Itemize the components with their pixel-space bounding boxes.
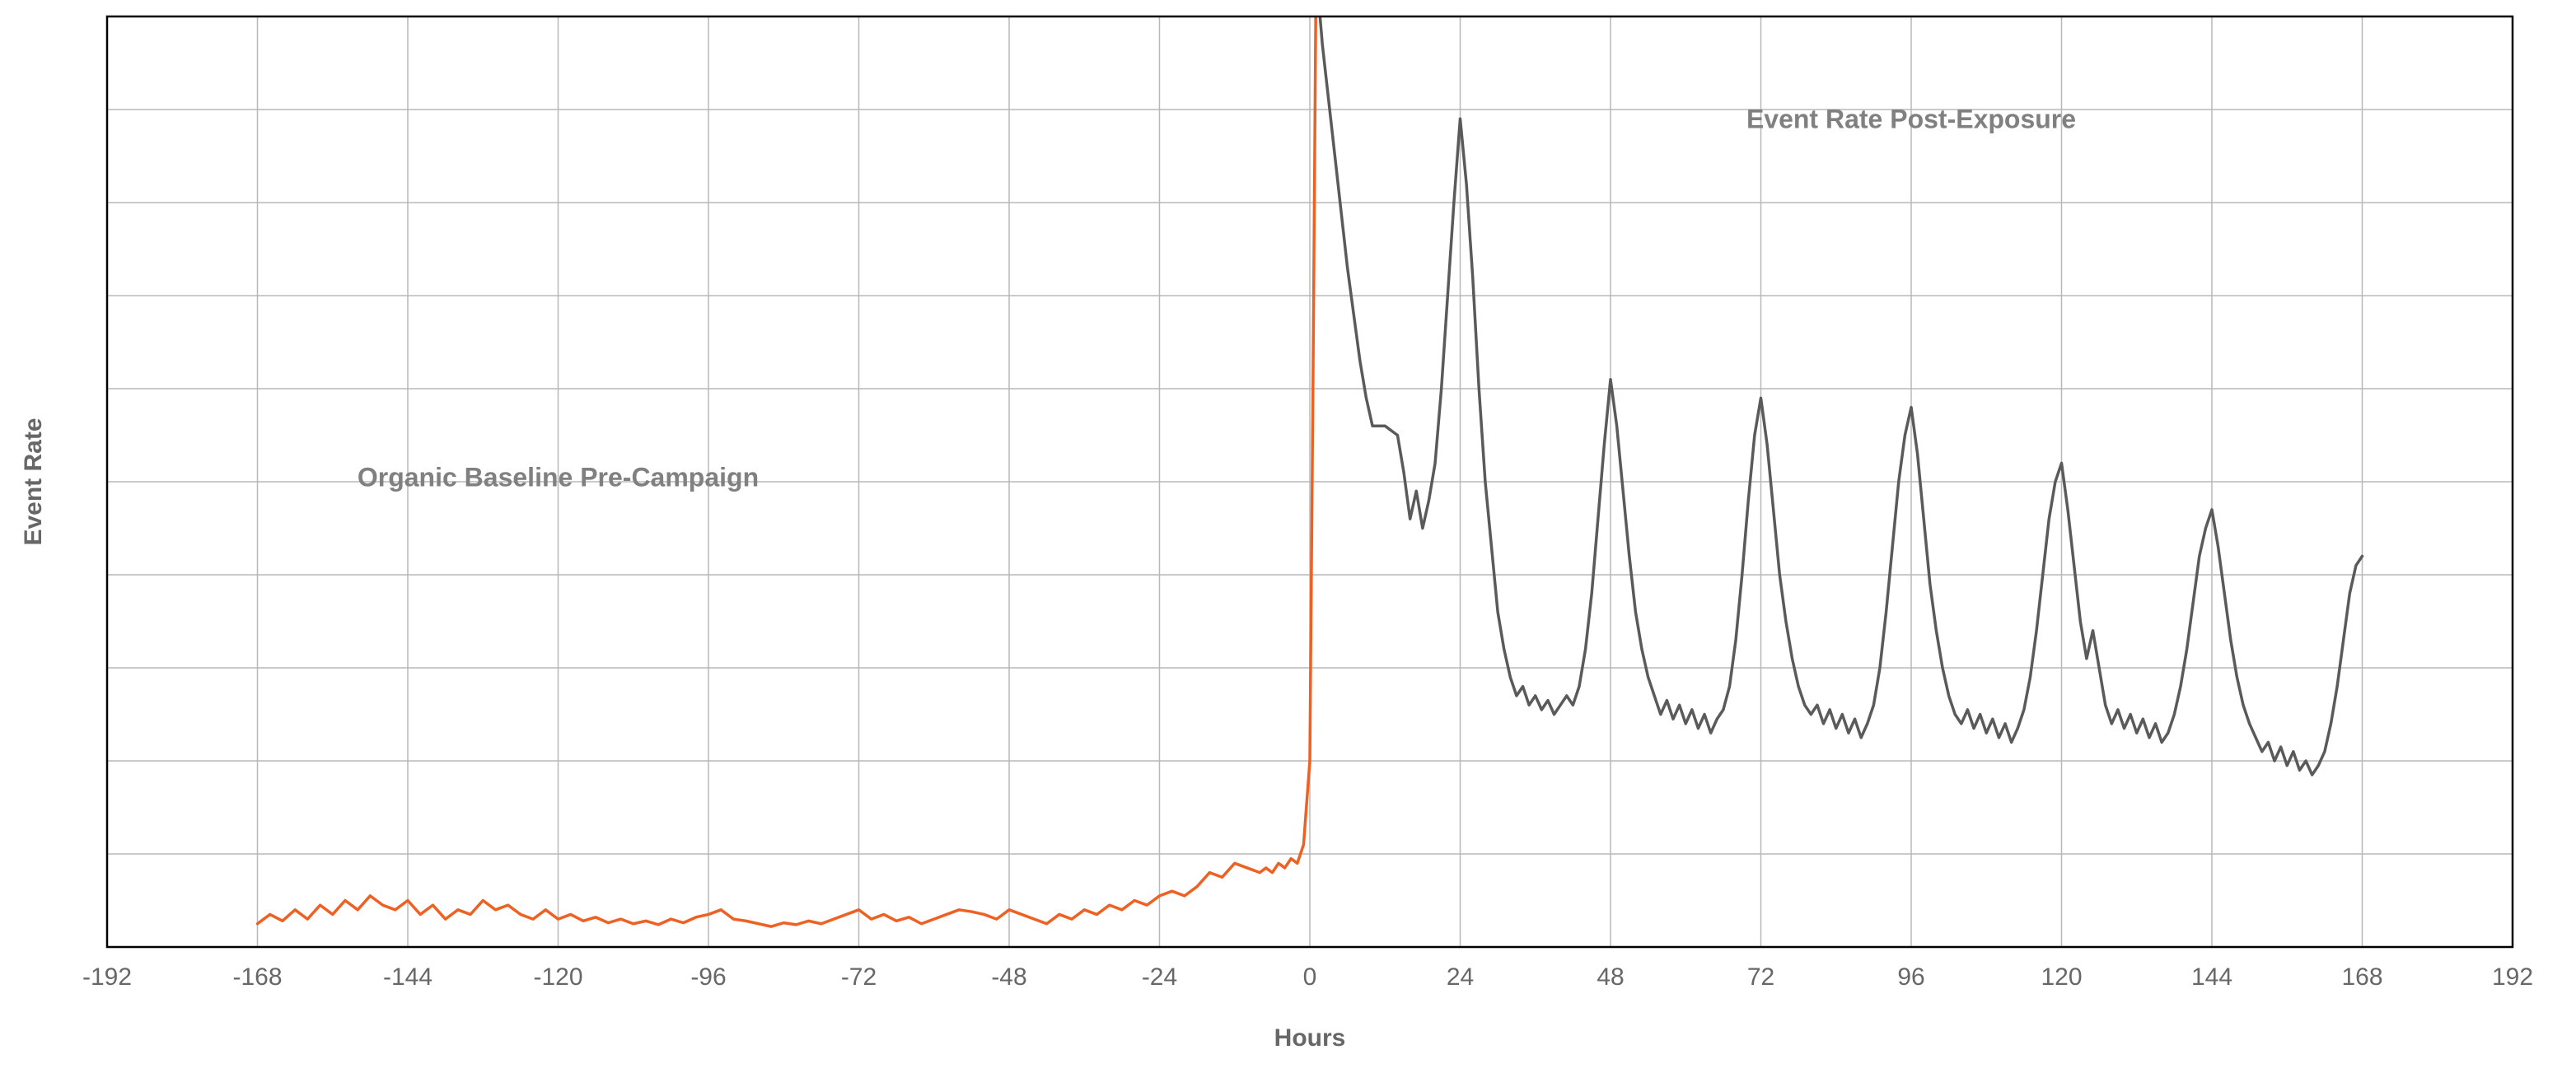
annotation-0: Organic Baseline Pre-Campaign xyxy=(358,463,759,492)
x-axis-label: Hours xyxy=(1274,1024,1346,1052)
x-tick-label: -144 xyxy=(383,963,432,991)
x-tick-label: -192 xyxy=(82,963,132,991)
x-tick-label: 0 xyxy=(1303,963,1317,991)
x-tick-label: -72 xyxy=(841,963,877,991)
y-axis-label: Event Rate xyxy=(20,418,47,545)
x-tick-label: 192 xyxy=(2492,963,2533,991)
x-tick-label: 120 xyxy=(2041,963,2082,991)
x-tick-label: -120 xyxy=(533,963,582,991)
chart-svg: -192 -168 -144 -120 -96 -72 -48 -24 0 24 48 72 96 120… xyxy=(0,0,2576,1073)
annotation-1: Event Rate Post-Exposure xyxy=(1746,105,2076,134)
x-tick-label: -48 xyxy=(991,963,1026,991)
x-tick-label: 24 xyxy=(1447,963,1474,991)
x-tick-labels: -192 -168 -144 -120 -96 -72 -48 -24 0 24 48 72 96 120… xyxy=(82,963,2533,991)
x-tick-label: 48 xyxy=(1597,963,1624,991)
event-rate-chart: -192 -168 -144 -120 -96 -72 -48 -24 0 24 48 72 96 120… xyxy=(0,0,2576,1073)
x-tick-label: -96 xyxy=(690,963,726,991)
x-tick-label: -24 xyxy=(1142,963,1177,991)
x-tick-label: -168 xyxy=(232,963,282,991)
x-tick-label: 72 xyxy=(1747,963,1774,991)
x-tick-label: 144 xyxy=(2191,963,2232,991)
x-tick-label: 96 xyxy=(1897,963,1924,991)
x-tick-label: 168 xyxy=(2341,963,2382,991)
